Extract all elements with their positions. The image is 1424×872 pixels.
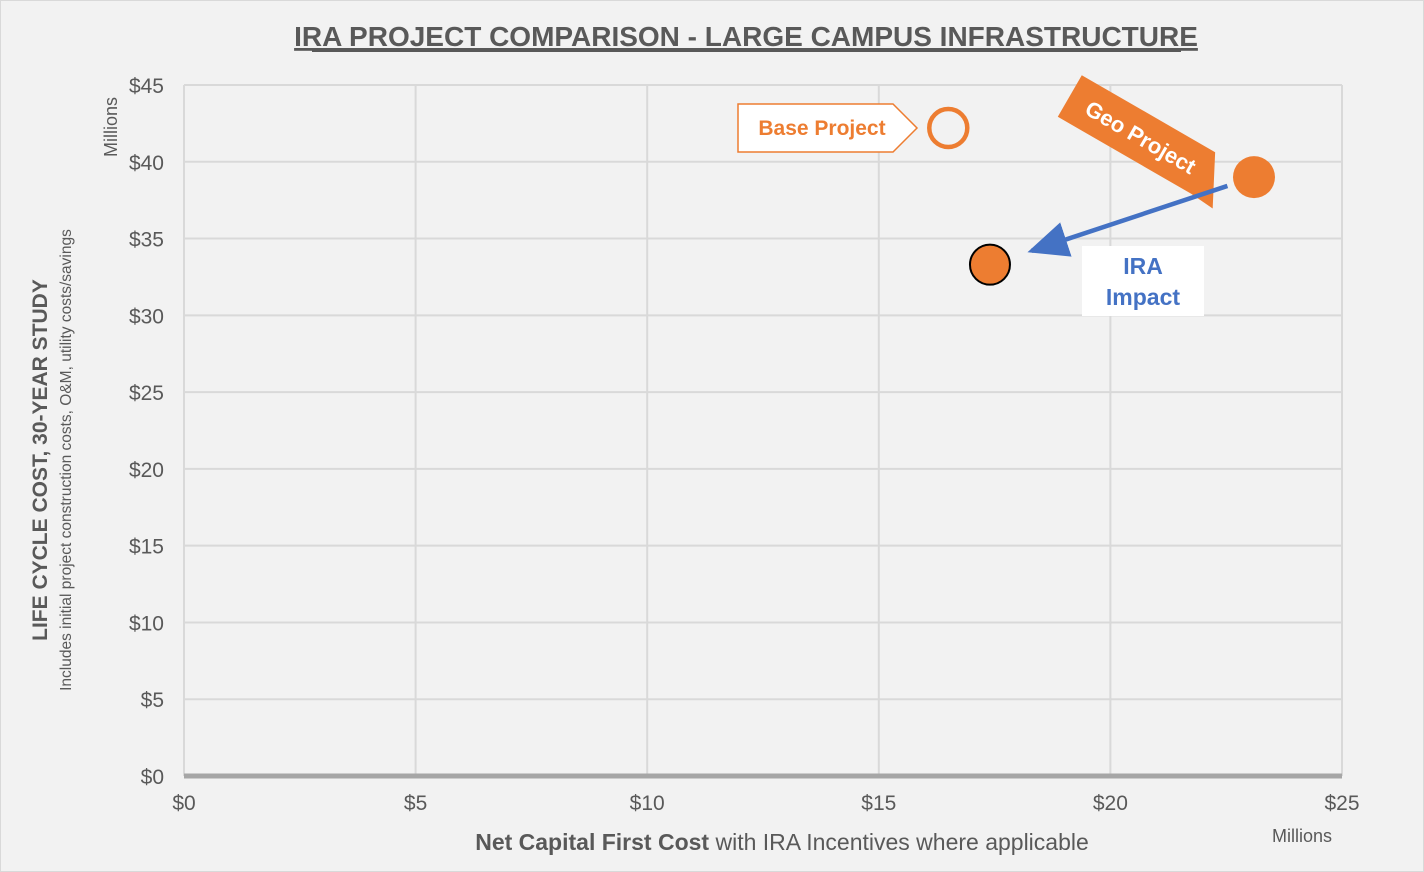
base-project-callout-shape [737,103,919,153]
base-project-point [927,106,970,150]
chart-title: IRA PROJECT COMPARISON - LARGE CAMPUS IN… [294,21,1198,52]
y-units-label: Millions [101,97,121,157]
y-tick-label: $0 [141,766,164,789]
x-units-label: Millions [1272,826,1332,846]
y-tick-label: $10 [129,612,164,635]
x-axis-label-rest: with IRA Incentives where applicable [709,829,1089,855]
ira-impact-arrow [1027,183,1229,257]
geo-project-point [1232,156,1275,199]
y-tick-label: $30 [129,305,164,328]
geo-project-with-ira-point [968,243,1011,286]
x-tick-label: $20 [1093,792,1128,815]
point-layer [927,106,1275,286]
y-tick-label: $5 [141,689,164,712]
y-tick-label: $15 [129,536,164,559]
x-tick-label: $25 [1324,792,1359,815]
base-project-callout: Base Project [737,103,919,153]
x-axis-label: Net Capital First Cost with IRA Incentiv… [475,829,1089,855]
x-tick-label: $5 [404,792,427,815]
y-axis-label: LIFE CYCLE COST, 30-YEAR STUDY [29,279,52,641]
x-tick-label: $0 [172,792,195,815]
ira-impact-line1: IRA [1123,253,1163,279]
y-tick-label: $40 [129,152,164,175]
base-project-callout-text: Base Project [758,117,885,140]
y-tick-label: $35 [129,229,164,252]
ira-impact-line2: Impact [1106,284,1180,310]
ira-impact-label-bg [1082,246,1204,316]
y-axis-sublabel: Includes initial project construction co… [58,229,75,691]
x-tick-label: $15 [861,792,896,815]
x-tick-label: $10 [630,792,665,815]
geo-project-callout-shape [1057,75,1216,209]
grid-layer [183,84,1343,779]
x-axis-label-bold: Net Capital First Cost [475,829,709,855]
tick-layer: $0 $5 $10 $15 $20 $25 $30 $35 $40 $45 $0 $5 $10 $15 $2… [129,75,1360,815]
y-tick-label: $25 [129,382,164,405]
y-tick-label: $45 [129,75,164,98]
ira-impact-label: IRA Impact [1082,246,1204,316]
y-tick-label: $20 [129,459,164,482]
plot-area [184,85,1342,776]
